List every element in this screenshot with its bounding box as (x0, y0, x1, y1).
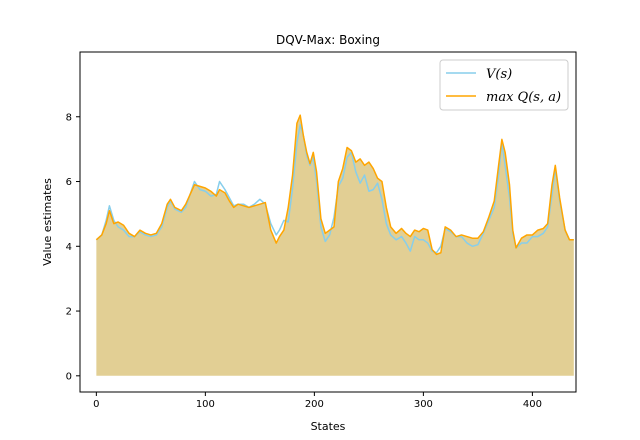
area-fill-maxq (96, 115, 574, 376)
x-axis-label: States (311, 420, 346, 433)
chart-title: DQV-Max: Boxing (276, 33, 380, 47)
x-tick-label: 400 (523, 399, 542, 410)
x-tick-label: 300 (414, 399, 433, 410)
plot-area: 0 100 200 300 400 0 2 4 6 8 (66, 51, 577, 410)
y-tick-label: 2 (66, 307, 72, 318)
axes-frame (79, 51, 577, 393)
x-tick-label: 0 (93, 399, 99, 410)
series-line-maxq (95, 114, 574, 256)
y-tick-label: 0 (66, 371, 72, 382)
y-tick-label: 6 (66, 177, 72, 188)
legend: V(s) max Q(s, a) (439, 59, 569, 111)
y-axis-label: Value estimates (41, 178, 54, 266)
y-tick-label: 4 (66, 242, 72, 253)
x-tick-label: 200 (305, 399, 324, 410)
legend-label-v: V(s) (486, 67, 512, 82)
legend-label-maxq: max Q(s, a) (486, 90, 561, 105)
x-tick-label: 100 (196, 399, 215, 410)
y-tick-label: 8 (66, 112, 72, 123)
